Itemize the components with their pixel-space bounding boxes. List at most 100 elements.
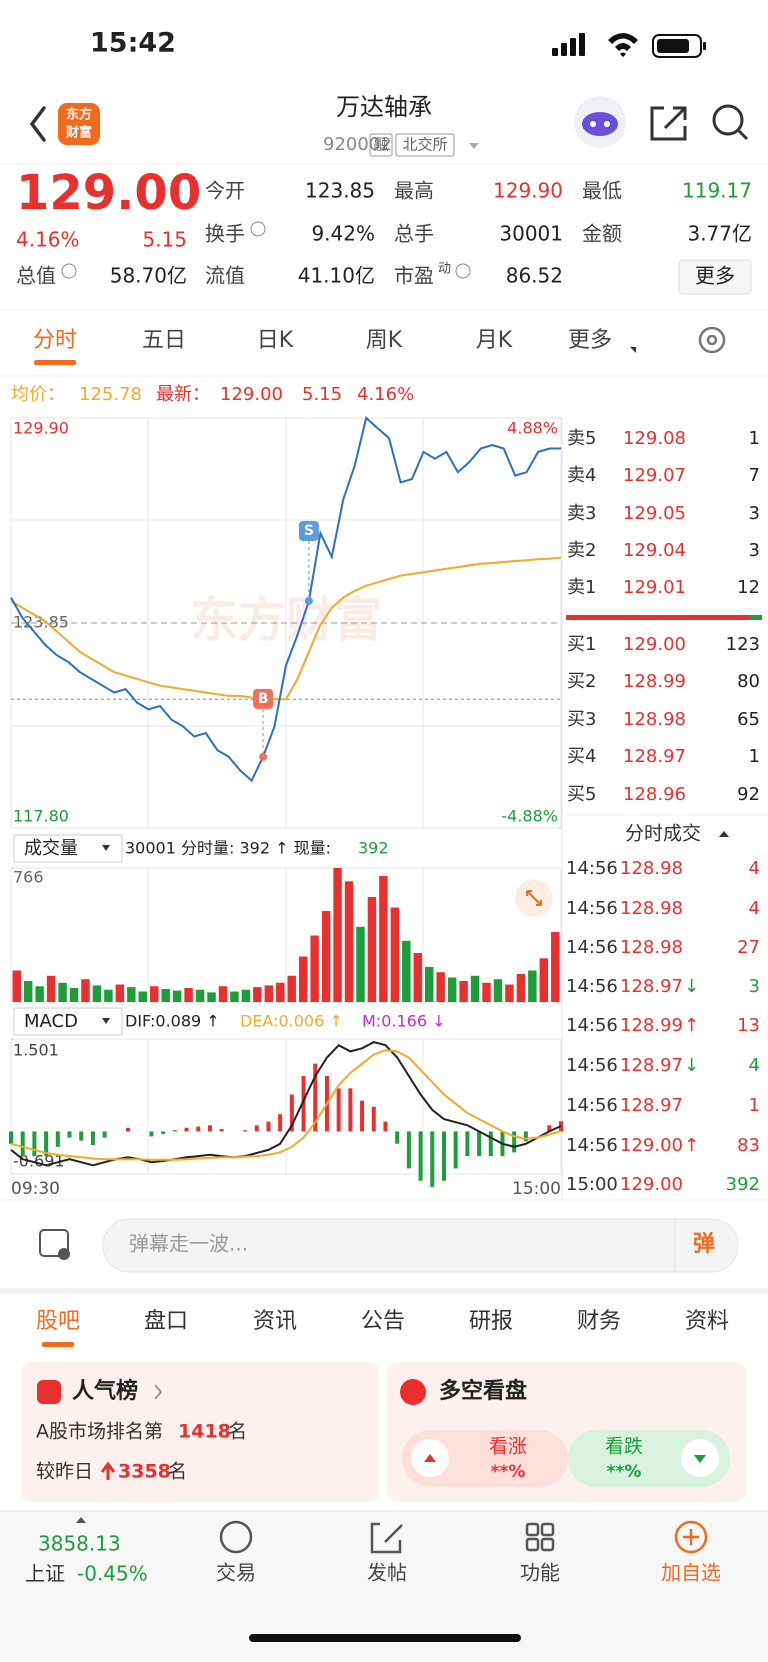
volume-bar	[69, 988, 79, 1002]
macd-selector[interactable]	[13, 1007, 123, 1036]
barrage-button[interactable]: 弹	[693, 1232, 715, 1257]
home-indicator	[249, 1634, 521, 1642]
expand-icon	[76, 1517, 86, 1523]
dif-value: DIF:0.089 ↑	[125, 1012, 220, 1031]
barrage-placeholder[interactable]: 弹幕走一波...	[129, 1232, 248, 1256]
section-tab[interactable]: 股吧	[36, 1309, 80, 1334]
volume-bar	[58, 982, 67, 1002]
macd-bar	[161, 1131, 166, 1134]
selector-label[interactable]: MACD	[24, 1011, 78, 1032]
nav-icons	[219, 1520, 708, 1554]
volume-bar	[12, 970, 21, 1002]
volume-bar	[115, 984, 125, 1002]
more-button[interactable]: 更多	[695, 264, 735, 288]
macd-bar	[55, 1131, 60, 1147]
trade-marker-label: B	[258, 691, 269, 707]
field-value: 9.42%	[311, 222, 375, 246]
trade-marker	[253, 688, 274, 709]
nav-item[interactable]: 发帖	[367, 1561, 407, 1585]
section-tab[interactable]: 财务	[577, 1309, 621, 1334]
tab[interactable]: 周K	[366, 328, 403, 353]
index-name[interactable]: 上证	[25, 1562, 65, 1586]
macd-bar	[90, 1131, 95, 1145]
tab[interactable]: 分时	[33, 328, 77, 353]
section-tab[interactable]: 公告	[361, 1309, 405, 1334]
volume-bar	[92, 985, 102, 1002]
barrage-input[interactable]	[102, 1218, 739, 1273]
tab[interactable]: 五日	[142, 328, 186, 353]
field-sup: 动	[438, 262, 451, 277]
volume-bar	[447, 977, 457, 1002]
card-text: 较昨日	[36, 1461, 93, 1483]
trade-time: 14:56	[566, 1135, 618, 1156]
trade-direction: ↑	[684, 1135, 699, 1156]
nav-item[interactable]: 加自选	[661, 1561, 721, 1585]
tag: 北交所	[402, 136, 447, 154]
tab[interactable]: 月K	[476, 328, 513, 353]
info-icon[interactable]	[250, 221, 266, 237]
volume-bar	[298, 956, 308, 1002]
avg-label: 均价：	[11, 384, 65, 405]
section-tab[interactable]: 资讯	[253, 1309, 297, 1334]
trade-price: 128.98	[620, 937, 683, 958]
trade-direction: ↑	[684, 1015, 699, 1036]
y2-tick-label: -4.88%	[501, 807, 558, 826]
barrage-toggle[interactable]	[39, 1229, 70, 1260]
tab[interactable]: 更多	[568, 328, 612, 353]
trade-marker-label: S	[304, 523, 314, 539]
section-tab[interactable]: 研报	[469, 1309, 513, 1334]
trade-marker	[298, 520, 319, 541]
book-price: 128.99	[623, 671, 686, 692]
trade-time: 14:56	[566, 937, 618, 958]
expand-button[interactable]	[515, 879, 553, 917]
macd-bar	[9, 1131, 13, 1144]
macd-bar	[149, 1131, 154, 1137]
section-tab[interactable]: 盘口	[144, 1309, 188, 1334]
volume-bar	[459, 981, 468, 1002]
bull-button[interactable]	[402, 1430, 568, 1487]
status-icons	[552, 33, 706, 58]
y-tick-label: 766	[13, 868, 44, 887]
trade-volume: 27	[737, 937, 760, 958]
book-price: 128.98	[623, 709, 686, 730]
volume-info: 30001 分时量: 392 ↑ 现量:	[125, 839, 331, 858]
macd-bar	[371, 1106, 376, 1132]
index-value[interactable]: 3858.13	[38, 1532, 121, 1556]
dropdown-icon	[102, 1018, 110, 1024]
last-change: 5.15	[302, 384, 342, 405]
card-text: 名	[168, 1461, 187, 1483]
macd-bar	[67, 1131, 72, 1138]
volume-selector[interactable]	[13, 834, 123, 863]
share-button[interactable]	[650, 106, 687, 141]
back-button[interactable]	[29, 106, 46, 142]
volume-bar	[470, 975, 480, 1002]
macd-bar	[406, 1131, 411, 1169]
price: 129.00	[16, 165, 201, 221]
book-price: 128.96	[623, 784, 686, 805]
nav-item[interactable]: 功能	[520, 1561, 560, 1585]
more-button[interactable]	[678, 259, 752, 295]
logo-text: 东方	[66, 107, 92, 123]
selector-label[interactable]: 成交量	[24, 838, 78, 859]
info-icon[interactable]	[455, 263, 471, 279]
trade-point	[304, 596, 313, 605]
search-button[interactable]	[712, 104, 749, 141]
dropdown-icon[interactable]	[469, 143, 479, 149]
book-label: 卖5	[567, 428, 596, 449]
book-price: 129.00	[623, 634, 686, 655]
tab[interactable]: 日K	[257, 328, 294, 353]
macd-bar	[383, 1121, 388, 1132]
y-tick-label: -0.691	[13, 1152, 65, 1171]
section-tab[interactable]: 资料	[685, 1309, 729, 1334]
change-value: 3358	[118, 1461, 171, 1483]
field-label: 最低	[582, 179, 622, 203]
macd-bar	[32, 1131, 37, 1157]
volume-bar	[425, 967, 434, 1002]
settings-button[interactable]	[698, 326, 726, 354]
nav-item[interactable]: 交易	[216, 1561, 256, 1585]
assistant-avatar[interactable]	[574, 96, 626, 148]
volume-bar	[138, 991, 147, 1002]
index-change[interactable]: -0.45%	[77, 1562, 148, 1586]
info-icon[interactable]	[61, 263, 77, 279]
field-value: 86.52	[506, 264, 563, 288]
